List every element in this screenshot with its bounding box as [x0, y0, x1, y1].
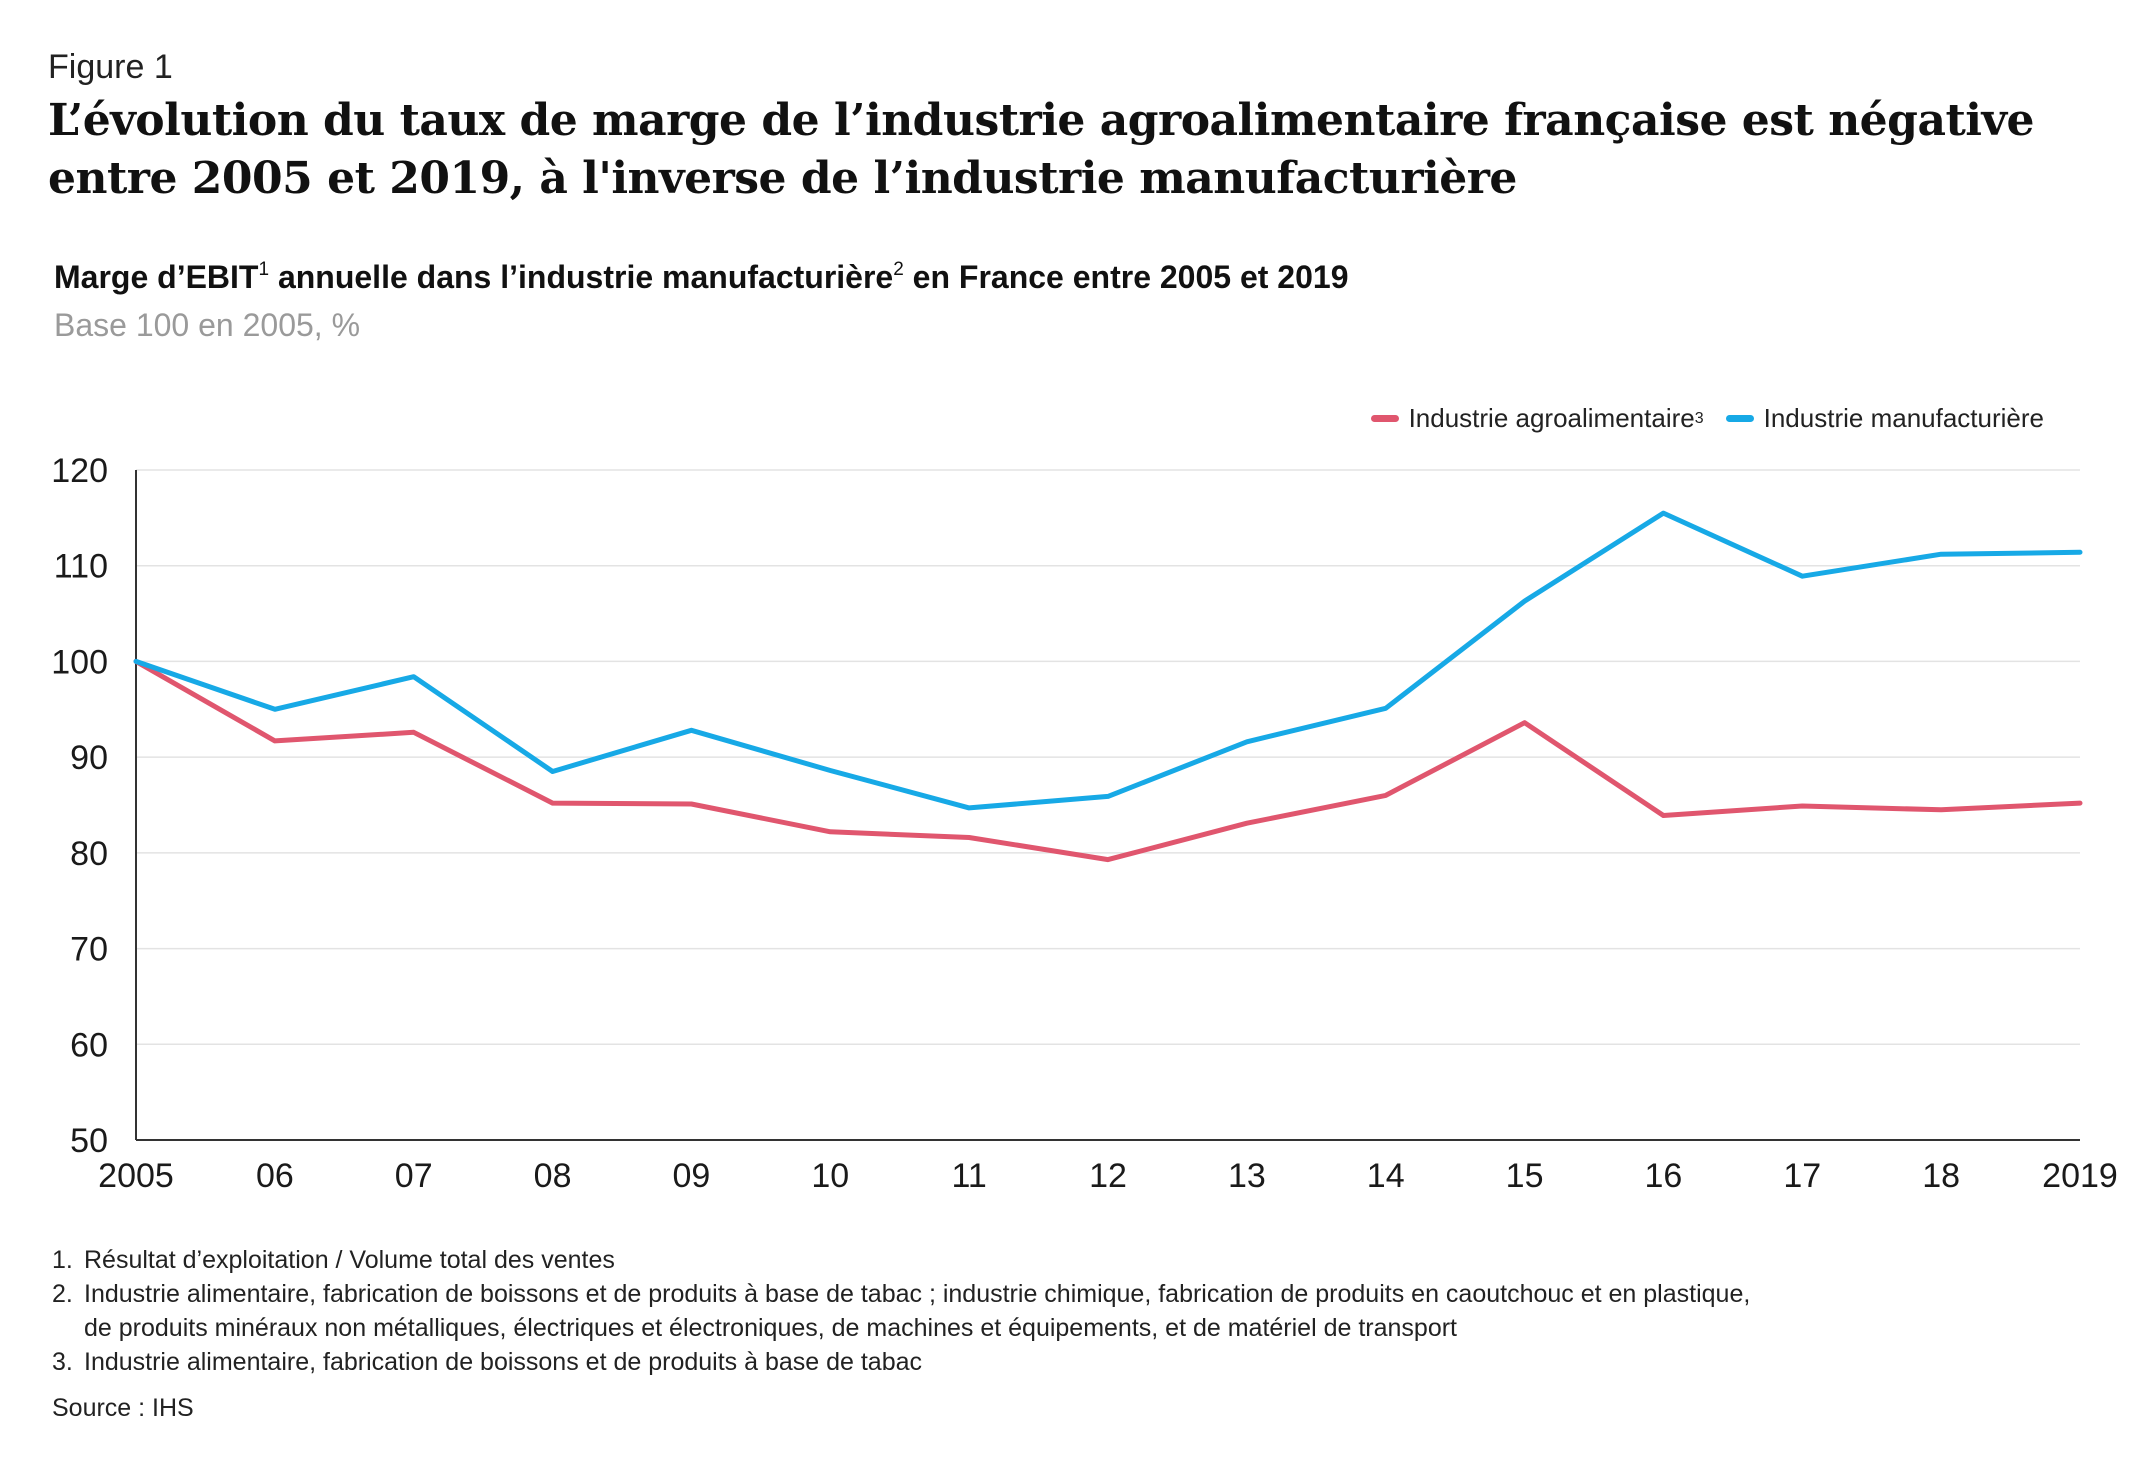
legend-item-manuf: Industrie manufacturière	[1725, 403, 2044, 434]
x-tick-label: 13	[1228, 1157, 1266, 1195]
y-tick-label: 70	[70, 931, 108, 969]
y-axis-ticks: 50 60 70 80 90 100 110 120	[51, 452, 108, 1160]
footnote-2: 2. Industrie alimentaire, fabrication de …	[52, 1277, 1750, 1311]
x-axis-ticks: 2005 06 07 08 09 10 11 12 13 14 15 16 17 18 2019	[98, 1157, 2118, 1195]
chart-title-part-3: en France entre 2005 et 2019	[903, 259, 1349, 295]
x-tick-label: 14	[1367, 1157, 1405, 1195]
chart-subtitle: Base 100 en 2005, %	[54, 307, 361, 343]
x-tick-label: 17	[1783, 1157, 1821, 1195]
legend-swatch-agro	[1370, 415, 1399, 422]
footnote-number: 3.	[52, 1348, 73, 1376]
y-tick-label: 60	[70, 1026, 108, 1064]
chart-title: Marge d’EBIT1 annuelle dans l’industrie …	[54, 259, 1348, 296]
line-chart: 50 60 70 80 90 100 110 120 2005 06 07 08 09 10 11 12 13…	[51, 452, 2118, 1195]
footnote-text: de produits minéraux non métalliques, él…	[84, 1314, 1457, 1342]
headline-line-1: L’évolution du taux de marge de l’indust…	[48, 95, 2035, 146]
y-tick-label: 90	[70, 739, 108, 777]
chart-title-footnote-2: 2	[893, 259, 904, 280]
footnote-text: Industrie alimentaire, fabrication de bo…	[84, 1280, 1751, 1308]
chart-title-part-2: annuelle dans l’industrie manufacturière	[269, 259, 894, 295]
footnotes: 1. Résultat d’exploitation / Volume total…	[52, 1243, 1750, 1425]
page-title: L’évolution du taux de marge de l’indust…	[48, 92, 2048, 208]
chart-title-footnote-1: 1	[258, 259, 270, 280]
footnote-text: Résultat d’exploitation / Volume total d…	[84, 1246, 615, 1274]
footnote-number	[52, 1311, 84, 1345]
y-tick-label: 100	[51, 643, 108, 681]
axes	[135, 470, 2080, 1141]
chart-legend: Industrie agroalimentaire 3 Industrie man…	[1349, 403, 2044, 434]
series-lines	[133, 510, 2083, 863]
x-tick-label: 18	[1922, 1157, 1960, 1195]
x-tick-label: 08	[534, 1157, 572, 1195]
legend-label-agro: Industrie agroalimentaire	[1408, 403, 1695, 433]
legend-item-agro: Industrie agroalimentaire 3	[1370, 403, 1704, 434]
footnote-2-continued: de produits minéraux non métalliques, él…	[52, 1311, 1750, 1345]
x-tick-label: 11	[951, 1157, 986, 1195]
x-tick-label: 07	[395, 1157, 433, 1195]
series-line-manuf	[133, 510, 2083, 811]
y-tick-label: 110	[54, 548, 108, 586]
x-tick-label: 10	[811, 1157, 849, 1195]
source-note: Source : IHS	[52, 1394, 194, 1422]
footnote-3: 3. Industrie alimentaire, fabrication de …	[52, 1345, 1750, 1379]
x-tick-label: 2005	[98, 1157, 174, 1195]
x-tick-label: 16	[1645, 1157, 1683, 1195]
headline-line-2: entre 2005 et 2019, à l'inverse de l’ind…	[48, 153, 1517, 204]
x-tick-label: 09	[673, 1157, 711, 1195]
footnote-number: 2.	[52, 1280, 73, 1308]
x-tick-label: 2019	[2042, 1157, 2118, 1195]
gridlines	[136, 469, 2080, 1046]
y-tick-label: 120	[51, 452, 108, 490]
legend-footnote-agro: 3	[1694, 409, 1704, 427]
x-tick-label: 15	[1506, 1157, 1544, 1195]
chart-title-part-1: Marge d’EBIT	[54, 259, 259, 295]
legend-label-manuf: Industrie manufacturière	[1763, 403, 2044, 433]
x-tick-label: 06	[256, 1157, 294, 1195]
y-tick-label: 80	[70, 835, 108, 873]
figure-label: Figure 1	[48, 48, 173, 86]
x-tick-label: 12	[1089, 1157, 1127, 1195]
legend-swatch-manuf	[1725, 415, 1754, 422]
series-line-agro	[133, 658, 2083, 863]
y-tick-label: 50	[70, 1122, 108, 1160]
footnote-text: Industrie alimentaire, fabrication de bo…	[84, 1348, 923, 1376]
footnote-1: 1. Résultat d’exploitation / Volume total…	[52, 1243, 1750, 1277]
footnote-number: 1.	[52, 1246, 73, 1274]
